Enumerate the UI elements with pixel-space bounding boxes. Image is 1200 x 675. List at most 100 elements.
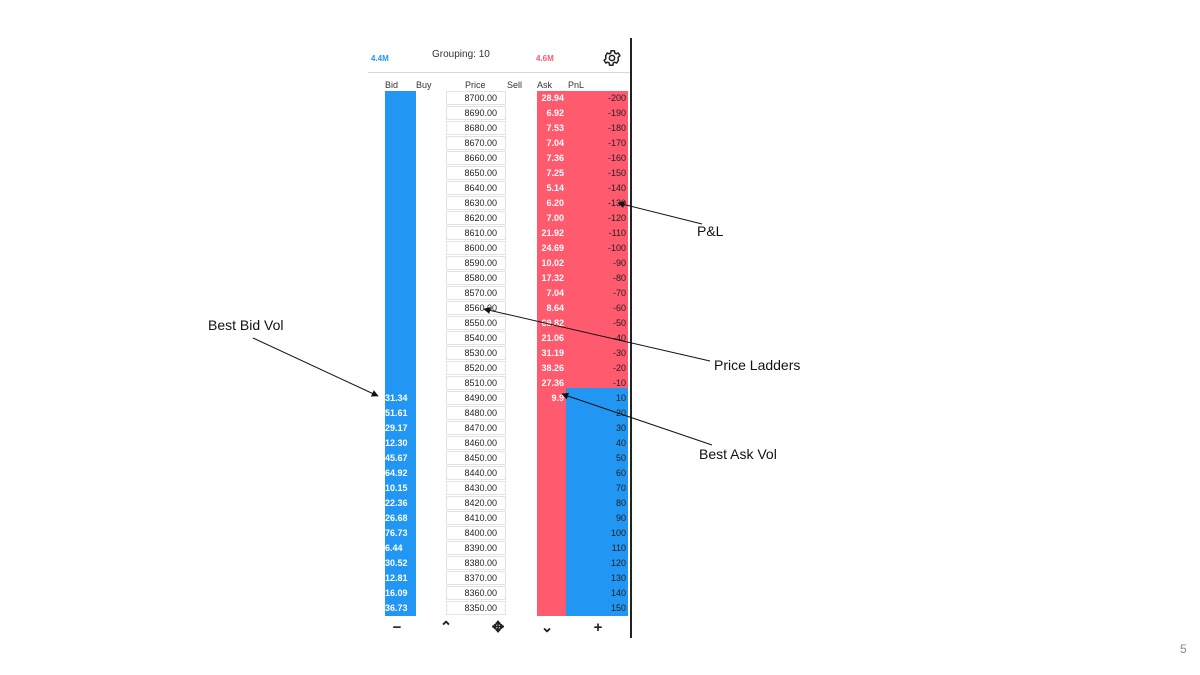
bid-volume-cell[interactable]: 22.36 [385, 498, 408, 508]
price-cell[interactable]: 8520.00 [446, 361, 506, 375]
zoom-in-button[interactable]: + [593, 619, 603, 636]
scroll-up-button[interactable]: ⌃ [439, 619, 453, 636]
price-cell[interactable]: 8400.00 [446, 526, 506, 540]
bid-volume-cell[interactable]: 51.61 [385, 408, 408, 418]
pnl-cell: -80 [612, 273, 626, 283]
zoom-out-button[interactable]: − [392, 619, 402, 636]
bid-volume-cell[interactable]: 12.81 [385, 573, 408, 583]
price-cell[interactable]: 8510.00 [446, 376, 506, 390]
ask-volume-cell[interactable]: 6.92 [546, 108, 564, 118]
bid-volume-cell[interactable]: 36.73 [385, 603, 408, 613]
price-cell[interactable]: 8640.00 [446, 181, 506, 195]
grouping-selector[interactable]: Grouping: 10 [432, 49, 490, 60]
price-cell[interactable]: 8430.00 [446, 481, 506, 495]
toolbar-divider [368, 72, 630, 73]
bid-volume-cell[interactable]: 6.44 [385, 543, 403, 553]
price-cell[interactable]: 8590.00 [446, 256, 506, 270]
price-cell[interactable]: 8530.00 [446, 346, 506, 360]
ask-volume-cell[interactable]: 27.36 [541, 378, 564, 388]
slide-number: 5 [1180, 642, 1187, 656]
ask-volume-cell[interactable]: 7.36 [546, 153, 564, 163]
bid-volume-cell[interactable]: 45.67 [385, 453, 408, 463]
price-cell[interactable]: 8540.00 [446, 331, 506, 345]
gear-icon[interactable] [602, 48, 622, 68]
price-cell[interactable]: 8610.00 [446, 226, 506, 240]
pnl-cell: 140 [610, 588, 626, 598]
ask-volume-cell[interactable]: 7.00 [546, 213, 564, 223]
ask-volume-cell[interactable]: 17.32 [541, 273, 564, 283]
ladder-row: 8540.00 21.06 -40 [368, 331, 630, 346]
bid-volume-cell[interactable]: 29.17 [385, 423, 408, 433]
price-cell[interactable]: 8350.00 [446, 601, 506, 615]
price-cell[interactable]: 8450.00 [446, 451, 506, 465]
ask-volume-cell[interactable]: 21.06 [541, 333, 564, 343]
ask-volume-cell[interactable]: 9.9 [551, 393, 564, 403]
price-cell[interactable]: 8690.00 [446, 106, 506, 120]
price-cell[interactable]: 8620.00 [446, 211, 506, 225]
header-bid: Bid [385, 80, 399, 90]
annotation-price-ladders: Price Ladders [714, 357, 801, 373]
ladder-row: 8570.00 7.04 -70 [368, 286, 630, 301]
ask-volume-cell[interactable]: 7.04 [546, 288, 564, 298]
price-cell[interactable]: 8680.00 [446, 121, 506, 135]
bid-volume-cell[interactable]: 30.52 [385, 558, 408, 568]
ladder-row: 8520.00 38.26 -20 [368, 361, 630, 376]
price-cell[interactable]: 8440.00 [446, 466, 506, 480]
scroll-down-button[interactable]: ⌄ [540, 619, 554, 636]
price-cell[interactable]: 8550.00 [446, 316, 506, 330]
price-cell[interactable]: 8480.00 [446, 406, 506, 420]
ladder-row: 16.09 8360.00 140 [368, 586, 630, 601]
price-cell[interactable]: 8580.00 [446, 271, 506, 285]
ask-volume-cell[interactable]: 69.82 [541, 318, 564, 328]
price-cell[interactable]: 8700.00 [446, 91, 506, 105]
ask-volume-cell[interactable]: 5.14 [546, 183, 564, 193]
bid-volume-cell[interactable]: 12.30 [385, 438, 408, 448]
price-cell[interactable]: 8420.00 [446, 496, 506, 510]
price-cell[interactable]: 8370.00 [446, 571, 506, 585]
ask-volume-cell[interactable]: 7.53 [546, 123, 564, 133]
price-cell[interactable]: 8670.00 [446, 136, 506, 150]
total-ask-volume: 4.6M [536, 54, 554, 63]
pnl-cell: -130 [607, 198, 626, 208]
ask-volume-cell[interactable]: 8.64 [546, 303, 564, 313]
ask-volume-cell[interactable]: 31.19 [541, 348, 564, 358]
ask-volume-cell[interactable]: 6.20 [546, 198, 564, 208]
pnl-cell: 50 [615, 453, 626, 463]
bid-volume-cell[interactable]: 10.15 [385, 483, 408, 493]
ask-volume-cell[interactable]: 7.04 [546, 138, 564, 148]
ask-volume-cell[interactable]: 10.02 [541, 258, 564, 268]
ladder-row: 8650.00 7.25 -150 [368, 166, 630, 181]
ladder-row: 10.15 8430.00 70 [368, 481, 630, 496]
bid-volume-cell[interactable]: 16.09 [385, 588, 408, 598]
price-ladder-widget: 4.4M Grouping: 10 4.6M Bid Buy Price Sel… [368, 38, 630, 640]
bid-volume-column[interactable] [385, 91, 416, 616]
price-cell[interactable]: 8460.00 [446, 436, 506, 450]
price-cell[interactable]: 8600.00 [446, 241, 506, 255]
price-cell[interactable]: 8570.00 [446, 286, 506, 300]
price-cell[interactable]: 8630.00 [446, 196, 506, 210]
price-cell[interactable]: 8470.00 [446, 421, 506, 435]
center-ladder-button[interactable]: ✥ [491, 619, 505, 636]
price-cell[interactable]: 8380.00 [446, 556, 506, 570]
bid-volume-cell[interactable]: 76.73 [385, 528, 408, 538]
price-cell[interactable]: 8410.00 [446, 511, 506, 525]
price-cell[interactable]: 8390.00 [446, 541, 506, 555]
price-cell[interactable]: 8490.00 [446, 391, 506, 405]
ask-volume-cell[interactable]: 28.94 [541, 93, 564, 103]
price-cell[interactable]: 8660.00 [446, 151, 506, 165]
header-ask: Ask [537, 80, 553, 90]
pnl-cell: -190 [607, 108, 626, 118]
ladder-row: 8700.00 28.94 -200 [368, 91, 630, 106]
price-cell[interactable]: 8560.00 [446, 301, 506, 315]
pnl-cell: 120 [610, 558, 626, 568]
ask-volume-cell[interactable]: 24.69 [541, 243, 564, 253]
ask-volume-cell[interactable]: 7.25 [546, 168, 564, 178]
ladder-row: 45.67 8450.00 50 [368, 451, 630, 466]
bid-volume-cell[interactable]: 64.92 [385, 468, 408, 478]
ask-volume-cell[interactable]: 38.26 [541, 363, 564, 373]
bid-volume-cell[interactable]: 26.68 [385, 513, 408, 523]
bid-volume-cell[interactable]: 31.34 [385, 393, 408, 403]
price-cell[interactable]: 8650.00 [446, 166, 506, 180]
ask-volume-cell[interactable]: 21.92 [541, 228, 564, 238]
price-cell[interactable]: 8360.00 [446, 586, 506, 600]
